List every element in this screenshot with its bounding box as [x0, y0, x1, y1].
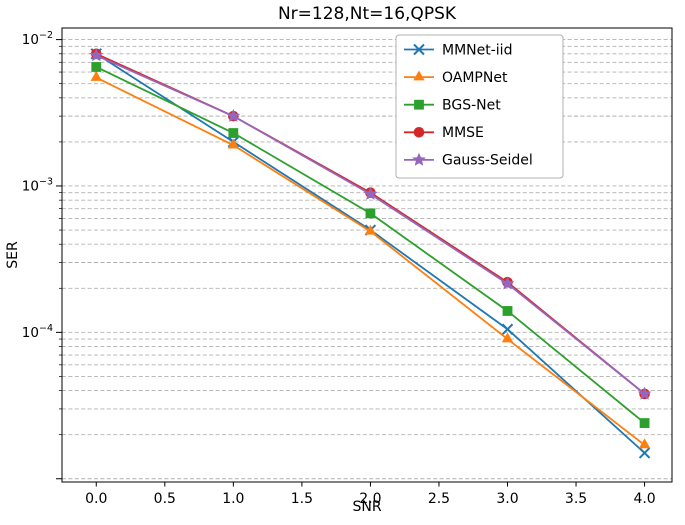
triangle-up-marker	[501, 332, 514, 343]
legend-item-MMSE: MMSE	[404, 125, 484, 141]
x-tick-label: 4.0	[633, 491, 655, 507]
triangle-up-marker	[364, 224, 377, 235]
star-marker	[89, 48, 104, 62]
x-tick-label: 0.0	[85, 491, 107, 507]
y-tick-label: 10−3	[22, 176, 53, 194]
legend-box	[395, 34, 564, 179]
plot-border	[61, 27, 673, 483]
x-tick-label: 1.5	[291, 491, 313, 507]
x-marker	[638, 447, 651, 459]
circle-marker	[413, 127, 425, 138]
star-marker	[500, 276, 515, 290]
triangle-up-marker	[227, 138, 240, 149]
square-marker	[365, 208, 376, 219]
x-tick-label: 3.5	[565, 491, 587, 507]
gridlines	[62, 39, 672, 480]
legend: MMNet-iid OAMPNet BGS-Net MMSE Gauss-Seidel	[395, 34, 564, 179]
square-marker	[91, 62, 102, 72]
legend-label: OAMPNet	[442, 70, 508, 86]
square-marker	[228, 128, 239, 138]
legend-label: Gauss-Seidel	[442, 153, 533, 169]
square-marker	[414, 99, 424, 110]
square-marker	[502, 306, 513, 316]
series-OAMPNet	[90, 71, 651, 449]
axes: 10−4 10−3 10−2 0.0 0.5 1.0 1.5 2.0 2.5 3.0 3.5 4.0	[22, 27, 673, 507]
triangle-up-marker	[90, 71, 102, 81]
star-marker	[363, 186, 378, 200]
legend-label: MMNet-iid	[442, 42, 512, 58]
chart-title: Nr=128,Nt=16,QPSK	[277, 4, 457, 24]
series-BGS-Net	[91, 62, 650, 428]
legend-item-MMNet-iid: MMNet-iid	[404, 42, 512, 58]
x-tick-label: 3.0	[496, 491, 518, 507]
triangle-up-marker	[638, 438, 651, 449]
legend-item-Gauss-Seidel: Gauss-Seidel	[404, 152, 533, 169]
legend-label: BGS-Net	[442, 98, 501, 114]
legend-item-BGS-Net: BGS-Net	[404, 98, 501, 114]
x-tick-label: 0.5	[154, 491, 176, 507]
y-tick-label: 10−4	[22, 323, 53, 341]
star-marker	[226, 108, 241, 122]
x-marker	[501, 323, 514, 335]
star-marker	[637, 386, 652, 400]
legend-label: MMSE	[442, 125, 484, 141]
y-tick-label: 10−2	[22, 30, 53, 48]
x-marker	[413, 43, 425, 56]
series-MMNet-iid	[90, 48, 651, 459]
series-Gauss-Seidel	[89, 48, 652, 400]
star-marker	[412, 152, 426, 166]
legend-item-OAMPNet: OAMPNet	[404, 70, 508, 86]
x-tick-label: 2.0	[359, 491, 381, 507]
x-tick-label: 1.0	[222, 491, 244, 507]
square-marker	[639, 418, 650, 428]
x-tick-label: 2.5	[428, 491, 450, 507]
triangle-up-marker	[413, 70, 425, 81]
x-axis-label: SNR	[352, 499, 382, 515]
